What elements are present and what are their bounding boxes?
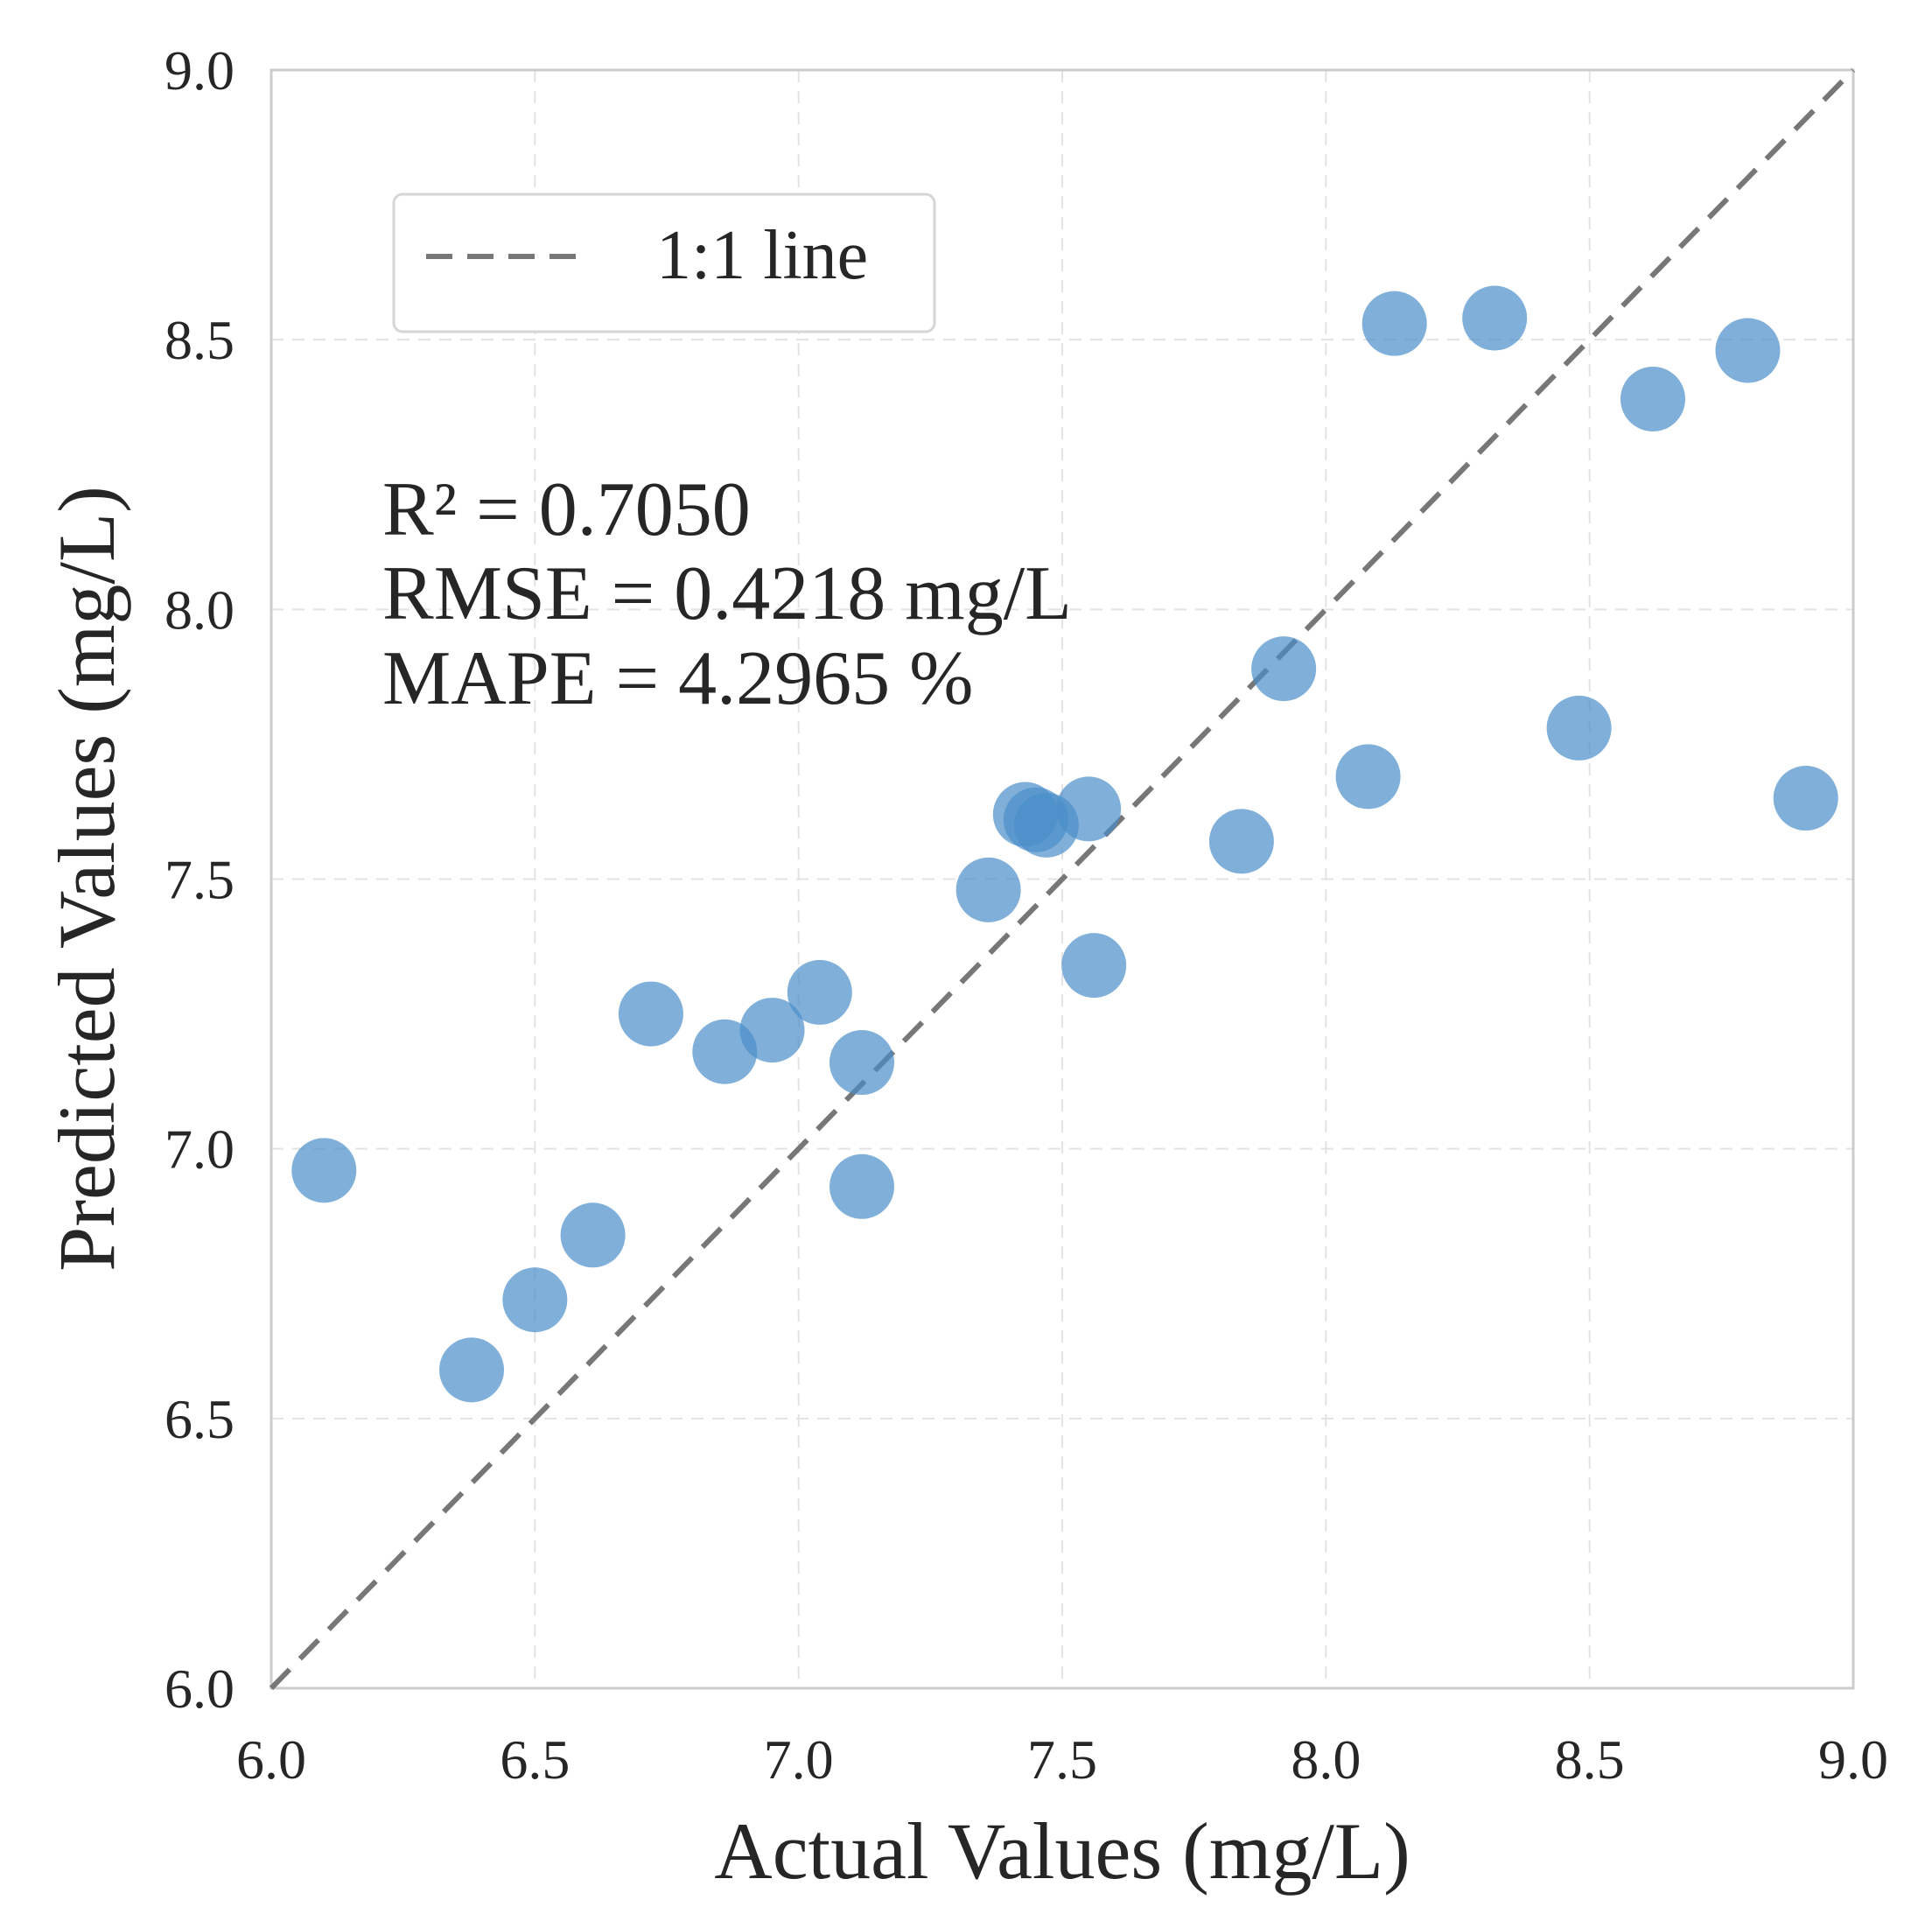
stats-annotation: R² = 0.7050 RMSE = 0.4218 mg/L MAPE = 4.… (382, 467, 1072, 721)
data-point (1056, 776, 1122, 842)
x-axis-label: Actual Values (mg/L) (714, 1806, 1410, 1896)
data-point (1620, 366, 1685, 431)
x-tick-label: 7.0 (764, 1728, 834, 1791)
x-tick-label: 6.0 (236, 1728, 306, 1791)
y-tick-label: 7.0 (164, 1118, 234, 1181)
x-tick-label: 7.5 (1027, 1728, 1097, 1791)
points (291, 285, 1838, 1403)
data-point (560, 1202, 626, 1268)
mape-annotation: MAPE = 4.2965 % (382, 636, 973, 721)
legend: 1:1 line (392, 193, 936, 333)
data-point (1715, 318, 1781, 383)
data-point (787, 959, 852, 1025)
y-tick-label: 8.5 (164, 309, 234, 371)
data-point (618, 981, 683, 1047)
data-point (502, 1267, 568, 1333)
x-tick-label: 8.0 (1291, 1728, 1361, 1791)
y-tick-label: 9.0 (164, 39, 234, 102)
y-tick-label: 6.5 (164, 1388, 234, 1450)
y-tick-label: 8.0 (164, 578, 234, 641)
x-axis-ticks: 6.0 6.5 7.0 7.5 8.0 8.5 9.0 (236, 1728, 1888, 1791)
data-point (829, 1030, 894, 1096)
data-point (1362, 291, 1427, 356)
one-to-one-line (269, 67, 1856, 1691)
data-point (1462, 285, 1528, 351)
data-point (1546, 695, 1612, 761)
x-tick-label: 9.0 (1818, 1728, 1888, 1791)
data-point (1335, 744, 1401, 810)
data-point (439, 1337, 505, 1403)
y-tick-label: 7.5 (164, 849, 234, 911)
r2-annotation: R² = 0.7050 (382, 467, 751, 552)
data-point (291, 1138, 357, 1203)
legend-label: 1:1 line (656, 217, 868, 294)
x-tick-label: 8.5 (1555, 1728, 1625, 1791)
data-point (1773, 766, 1838, 831)
plot-area-frame (270, 68, 1855, 1690)
data-point (1061, 933, 1127, 999)
data-point (1251, 636, 1317, 702)
y-axis-label: Predicted Values (mg/L) (42, 486, 131, 1272)
legend-box (392, 193, 936, 333)
y-tick-label: 6.0 (164, 1658, 234, 1720)
data-point (829, 1153, 894, 1219)
data-point (1208, 809, 1274, 874)
data-point (956, 857, 1021, 922)
data-point (739, 998, 805, 1063)
y-axis-ticks: 6.0 6.5 7.0 7.5 8.0 8.5 9.0 (164, 39, 234, 1720)
rmse-annotation: RMSE = 0.4218 mg/L (382, 551, 1072, 636)
x-tick-label: 6.5 (500, 1728, 570, 1791)
